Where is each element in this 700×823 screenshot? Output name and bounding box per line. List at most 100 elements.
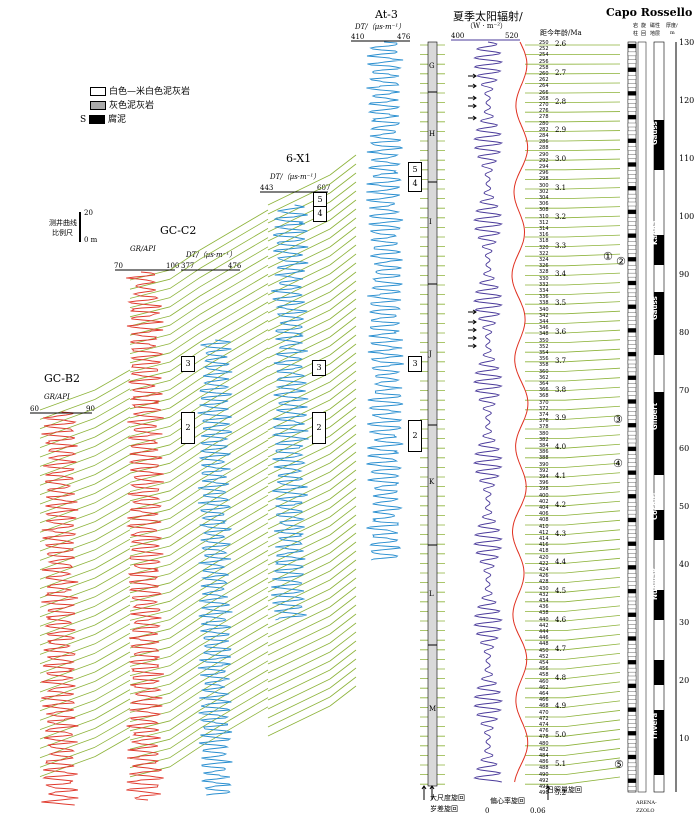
lith-bed	[627, 241, 637, 246]
depth-tick: 110	[679, 154, 695, 163]
lith-bed	[627, 494, 637, 499]
arrow-marker	[468, 73, 477, 79]
correlation-line	[564, 196, 621, 199]
correlation-line	[564, 120, 621, 123]
cycle-number: 456	[539, 666, 549, 673]
normal-polarity	[654, 392, 664, 475]
correlation-line	[199, 209, 269, 251]
well-gcb2-min: 60	[30, 405, 39, 413]
cycle-number: 414	[539, 536, 549, 542]
correlation-line	[329, 604, 357, 626]
correlation-line	[329, 451, 357, 473]
correlation-line	[267, 372, 331, 404]
correlation-line	[94, 576, 131, 598]
large-scale-letter: J	[429, 350, 432, 358]
lith-bed	[627, 344, 637, 349]
correlation-line	[169, 378, 201, 400]
cycle-number: 256	[539, 58, 549, 65]
age-tick: 4.8	[555, 673, 567, 682]
depth-tick: 90	[679, 270, 690, 279]
cycle-number: 434	[539, 598, 549, 604]
correlation-line	[564, 529, 621, 535]
cycle-number: 308	[539, 207, 549, 214]
insolation-max: 520	[505, 32, 519, 40]
circle-label: ②	[616, 255, 626, 268]
correlation-line	[267, 327, 331, 359]
correlation-line	[267, 651, 331, 683]
cycle-number: 318	[539, 238, 549, 245]
col-lith: 岩	[633, 23, 639, 29]
insolation-min: 400	[451, 32, 465, 40]
note-sub-cycle: 岁差旋回	[430, 805, 458, 813]
correlation-line	[39, 634, 96, 655]
correlation-line	[129, 536, 171, 548]
cycle-number: 268	[539, 95, 549, 102]
lith-bed	[627, 715, 637, 720]
correlation-line	[94, 510, 131, 532]
correlation-line	[329, 262, 357, 284]
cycle-number: 338	[539, 300, 549, 307]
large-scale-letter: M	[429, 705, 437, 713]
lith-bed	[627, 731, 637, 736]
correlation-line	[329, 433, 357, 455]
correlation-line	[39, 699, 96, 721]
correlation-line	[329, 514, 357, 536]
correlation-line	[329, 325, 357, 347]
correlation-line	[199, 596, 269, 637]
correlation-line	[129, 757, 171, 768]
cycle-number: 304	[539, 195, 549, 201]
correlation-line	[564, 139, 621, 142]
correlation-line	[267, 516, 331, 548]
cycle-number: 460	[539, 678, 549, 685]
correlation-line	[199, 329, 269, 370]
correlation-line	[94, 679, 131, 701]
correlation-line	[169, 571, 201, 593]
cycle-number: 426	[539, 573, 549, 580]
correlation-line	[267, 705, 331, 737]
correlation-line	[564, 691, 621, 699]
correlation-line	[329, 415, 357, 437]
correlation-line	[129, 591, 171, 603]
correlation-line	[564, 652, 621, 660]
correlation-line	[169, 654, 201, 676]
cycle-number: 472	[539, 715, 549, 722]
lith-bed	[627, 596, 637, 602]
correlation-line	[564, 234, 621, 238]
cycle-number: 254	[539, 52, 549, 59]
correlation-line	[94, 388, 131, 410]
correlation-line	[199, 605, 269, 646]
marker-box: 2	[312, 412, 326, 444]
cycle-number: 412	[539, 529, 549, 536]
correlation-line	[267, 588, 331, 620]
arrow-marker	[468, 115, 477, 121]
correlation-line	[564, 111, 621, 113]
legend-sapropel: S 腐泥	[80, 115, 127, 125]
cycle-number: 478	[539, 734, 549, 741]
correlation-line	[564, 729, 621, 737]
cycle-number: 344	[539, 319, 549, 325]
correlation-line	[94, 416, 131, 438]
correlation-line	[267, 471, 331, 503]
correlation-line	[94, 444, 131, 466]
cycle-number: 368	[539, 393, 549, 400]
correlation-line	[329, 505, 357, 527]
arrow-marker	[468, 335, 477, 341]
correlation-line	[267, 615, 331, 647]
age-tick: 3.0	[555, 155, 567, 164]
correlation-line	[329, 235, 357, 257]
lith-bed	[627, 201, 637, 207]
lith-bed	[627, 588, 637, 594]
lith-bed	[627, 154, 637, 159]
cycle-number: 310	[539, 213, 549, 220]
cycle-number: 428	[539, 579, 549, 586]
correlation-line	[564, 491, 621, 497]
correlation-line	[329, 496, 357, 518]
cycle-number: 390	[539, 461, 549, 468]
correlation-line	[267, 381, 331, 413]
cycle-number: 326	[539, 263, 549, 270]
cycle-number: 342	[539, 312, 549, 319]
well-gcc2-min2: 377	[181, 262, 195, 270]
correlation-line	[329, 370, 357, 392]
correlation-line	[39, 643, 96, 665]
correlation-line	[94, 454, 131, 475]
